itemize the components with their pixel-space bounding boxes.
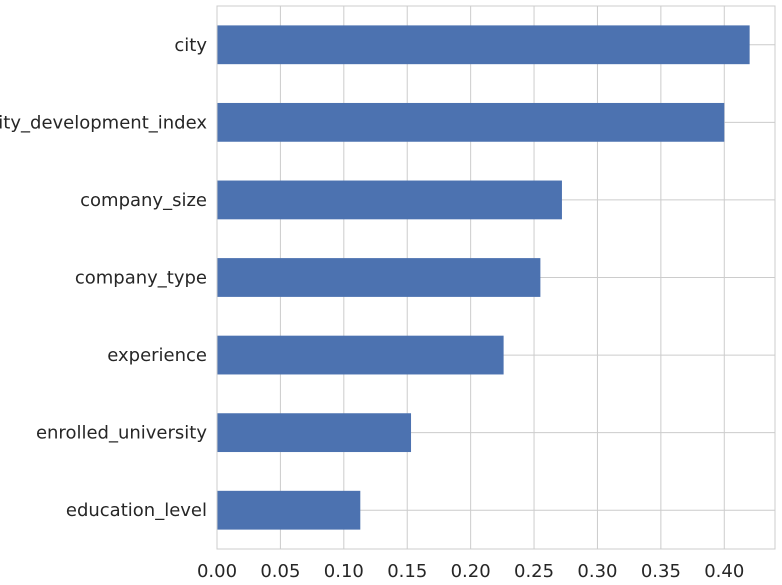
x-tick-label: 0.00 [197, 561, 237, 582]
bar-company-size [217, 180, 562, 220]
y-tick-label: city [174, 35, 207, 56]
bar-layer [217, 25, 750, 530]
label-layer: 0.00 0.05 0.10 0.15 0.20 0.25 0.30 0.35 0.40 city… [0, 35, 744, 582]
y-tick-label: experience [107, 345, 207, 366]
plot-frame [216, 5, 776, 550]
plot-border [216, 5, 776, 550]
y-tick-label: company_size [80, 190, 207, 211]
x-tick-label: 0.40 [704, 561, 744, 582]
bar-company-type [217, 258, 541, 297]
y-tick-label: company_type [75, 268, 207, 289]
y-tick-label: enrolled_university [36, 423, 207, 444]
bar-city-development-index [217, 102, 725, 142]
x-tick-label: 0.20 [451, 561, 491, 582]
x-tick-label: 0.30 [577, 561, 617, 582]
y-tick-label: education_level [66, 500, 207, 521]
bar-city [217, 25, 750, 65]
x-tick-label: 0.15 [387, 561, 427, 582]
x-tick-label: 0.35 [641, 561, 681, 582]
y-tick-label: city_development_index [0, 112, 207, 133]
bar-experience [217, 335, 504, 375]
bar-enrolled-university [217, 413, 412, 453]
x-tick-label: 0.25 [514, 561, 554, 582]
x-tick-label: 0.05 [260, 561, 300, 582]
bar-education-level [217, 490, 361, 530]
x-tick-label: 0.10 [324, 561, 364, 582]
